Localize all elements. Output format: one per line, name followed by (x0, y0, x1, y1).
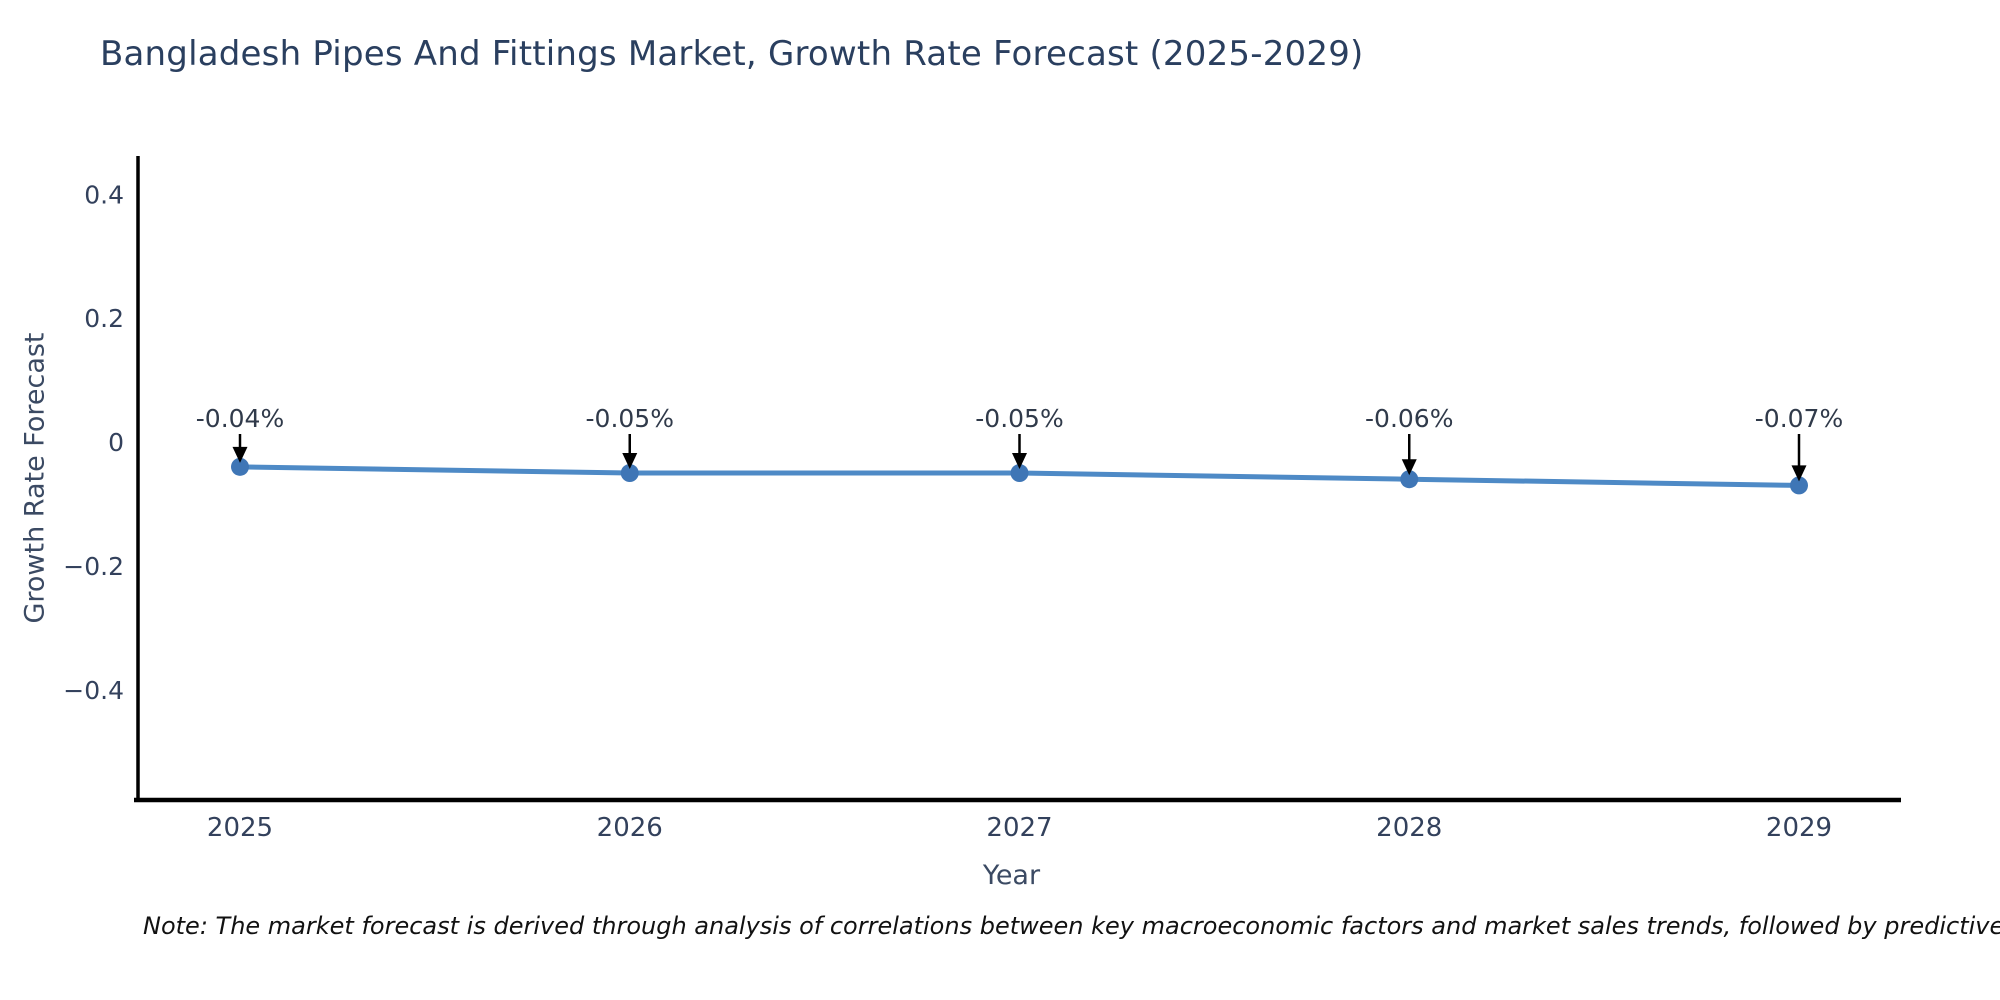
footnote-text: Note: The market forecast is derived thr… (143, 912, 2000, 940)
y-axis-title: Growth Rate Forecast (19, 332, 50, 623)
annotation-arrow-head (1791, 465, 1807, 482)
data-point-marker (620, 464, 639, 483)
x-tick-label: 2026 (597, 813, 663, 843)
annotation-arrow-head (232, 446, 248, 463)
point-annotation-label: -0.05% (975, 404, 1063, 433)
y-tick-label: −0.4 (63, 676, 124, 705)
x-tick-label: 2029 (1766, 813, 1832, 843)
x-tick-label: 2027 (986, 813, 1052, 843)
data-point-marker (1400, 470, 1419, 489)
point-annotation-label: -0.07% (1755, 404, 1843, 433)
y-tick-label: −0.2 (63, 552, 124, 581)
data-point-marker (1790, 476, 1808, 495)
x-tick-label: 2028 (1376, 813, 1442, 843)
point-annotation-label: -0.04% (196, 404, 284, 433)
y-tick-label: 0.2 (84, 304, 124, 333)
annotation-arrow-head (1012, 453, 1027, 470)
x-tick-label: 2025 (207, 813, 273, 843)
point-annotation-label: -0.06% (1365, 404, 1453, 433)
data-point-marker (1010, 464, 1029, 483)
y-tick-label: 0 (108, 428, 124, 457)
data-point-marker (231, 457, 249, 476)
chart-title: Bangladesh Pipes And Fittings Market, Gr… (100, 34, 1364, 74)
y-tick-label: 0.4 (84, 180, 124, 209)
annotation-arrow-head (1401, 459, 1417, 476)
x-axis-title: Year (982, 860, 1041, 891)
point-annotation-label: -0.05% (586, 404, 674, 433)
annotation-arrow-head (622, 453, 638, 470)
